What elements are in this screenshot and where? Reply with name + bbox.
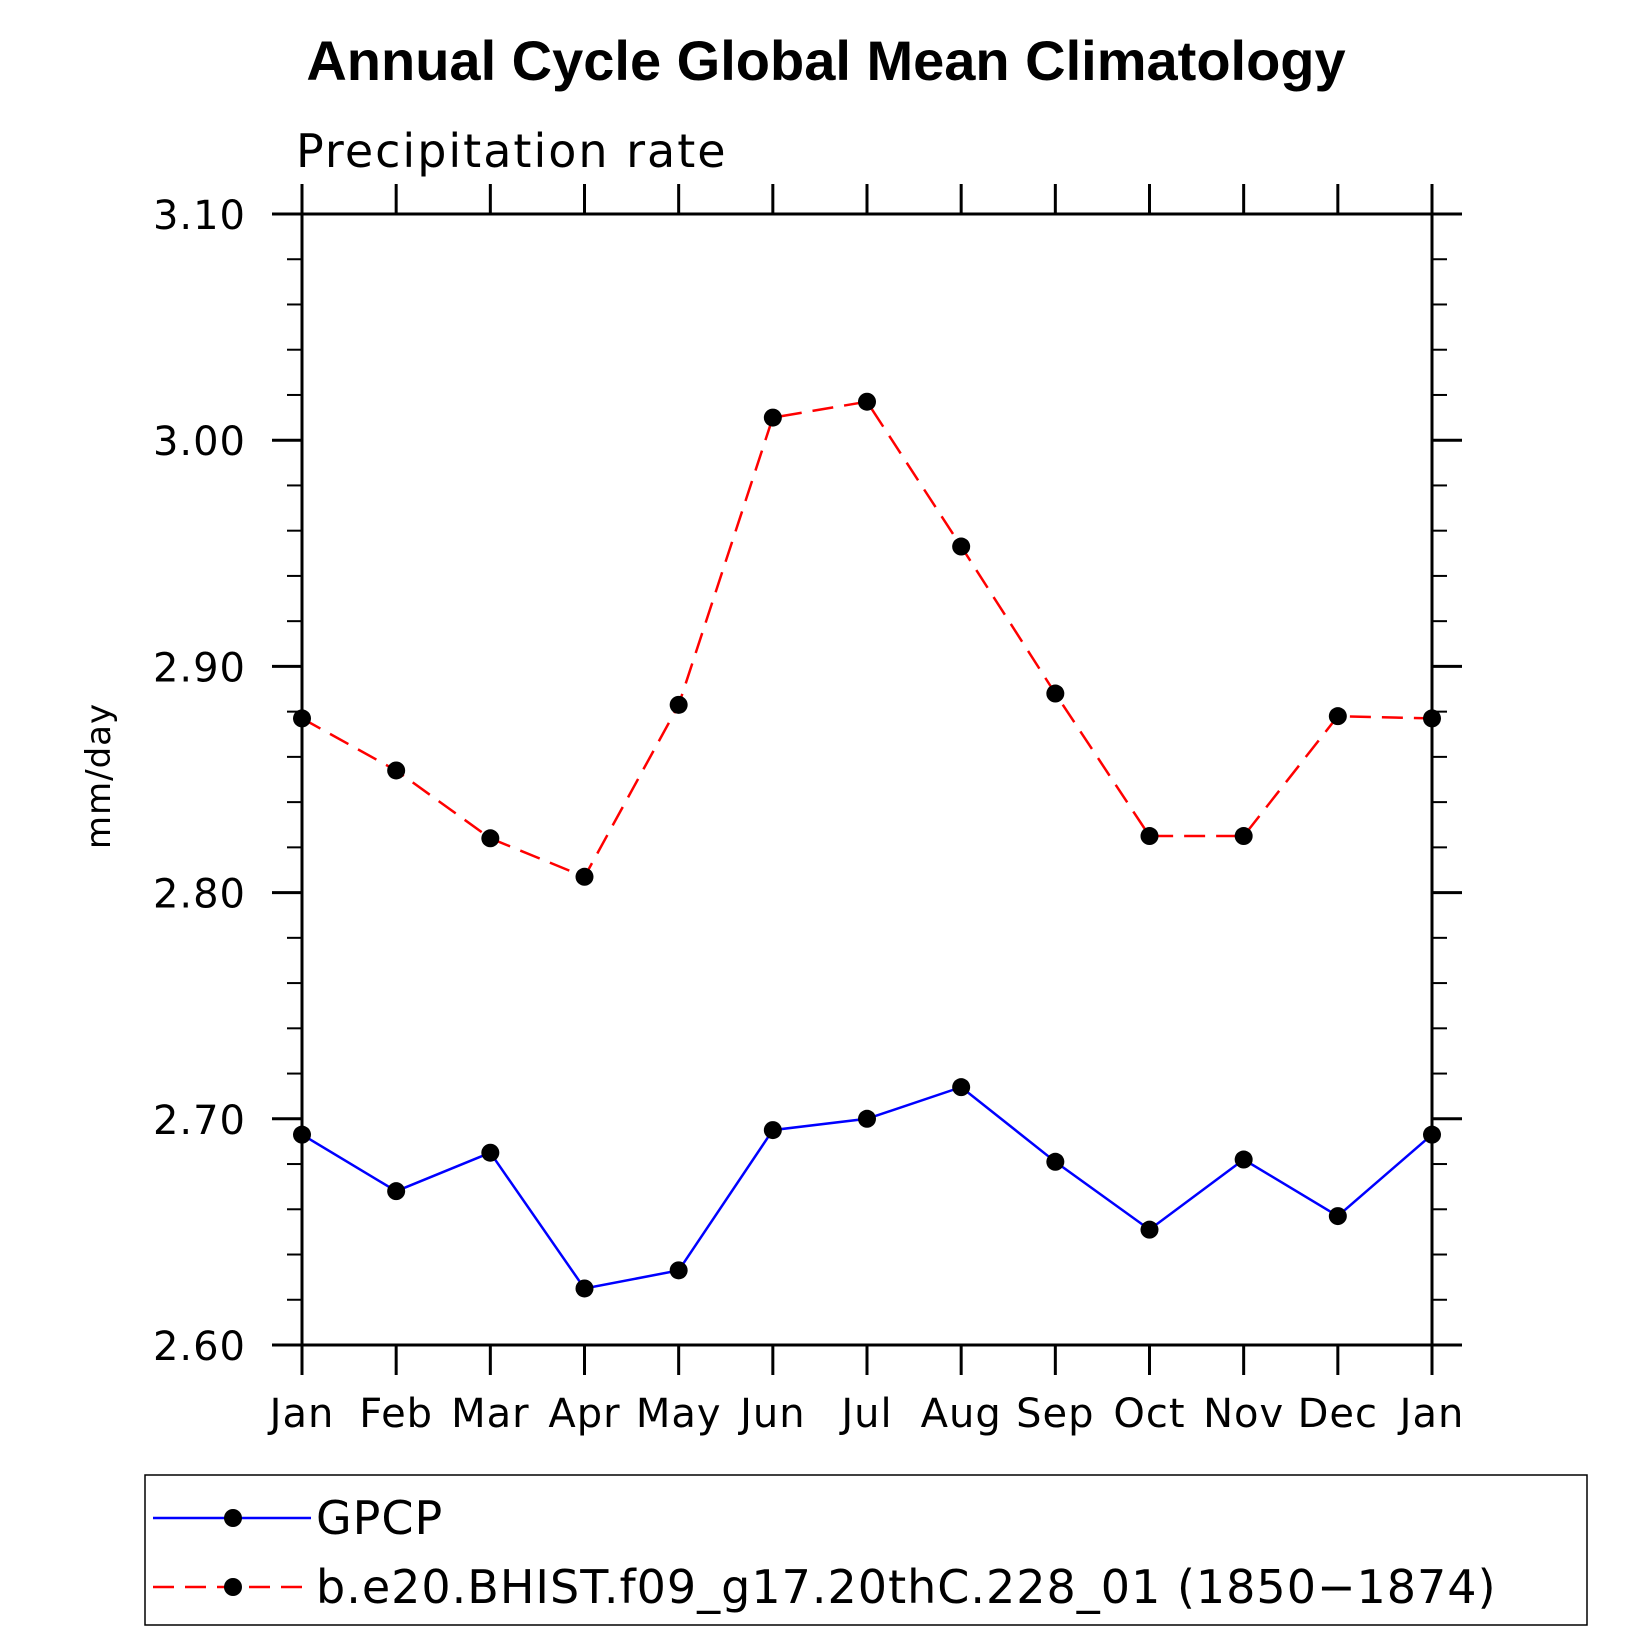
x-tick-label: Jan: [1397, 1391, 1465, 1437]
x-tick-labels: Jan Feb Mar Apr May Jun Jul Aug Sep Oct Nov Dec Jan: [267, 1391, 1465, 1437]
series-point-gpcp: [952, 1078, 971, 1097]
x-tick-label: Mar: [451, 1391, 529, 1437]
series-point-model: [1234, 827, 1253, 846]
x-tick-label: Jan: [267, 1391, 335, 1437]
x-tick-label: May: [636, 1391, 722, 1437]
series-point-model: [387, 761, 406, 780]
series-point-model: [575, 867, 594, 886]
series-point-gpcp: [1046, 1152, 1065, 1171]
series-point-gpcp: [858, 1109, 876, 1128]
series-point-model: [1328, 707, 1347, 726]
series-point-model: [669, 695, 688, 714]
legend-label-gpcp: GPCP: [316, 1491, 443, 1545]
chart-title: Annual Cycle Global Mean Climatology: [306, 29, 1345, 92]
x-tick-label: Jul: [838, 1391, 892, 1437]
legend-box: [144, 1474, 1588, 1626]
series-point-gpcp: [1423, 1125, 1441, 1144]
chart-subtitle: Precipitation rate: [296, 124, 728, 178]
series-point-gpcp: [293, 1125, 311, 1144]
series-point-gpcp: [387, 1182, 406, 1201]
y-axis-label: mm/day: [79, 703, 119, 849]
y-tick-labels: 2.60 2.70 2.80 2.90 3.00 3.10: [153, 193, 246, 1370]
series-point-model: [1423, 709, 1441, 728]
y-tick-label: 2.80: [153, 872, 246, 918]
x-tick-label: Aug: [921, 1391, 1002, 1437]
legend-marker-gpcp: [224, 1509, 242, 1527]
series-point-model: [1140, 827, 1159, 846]
y-tick-label: 3.00: [153, 419, 246, 465]
x-tick-label: Sep: [1016, 1391, 1094, 1437]
legend-label-model: b.e20.BHIST.f09_g17.20thC.228_01 (1850−1…: [316, 1560, 1497, 1614]
series-point-gpcp: [575, 1279, 594, 1298]
y-tick-label: 2.90: [153, 645, 246, 691]
x-tick-label: Nov: [1203, 1391, 1284, 1437]
series-point-gpcp: [763, 1121, 782, 1140]
axis-ticks: [272, 184, 1462, 1375]
plot-area-frame: [300, 212, 1434, 1347]
series-point-gpcp: [669, 1261, 688, 1280]
x-tick-label: Apr: [548, 1391, 620, 1437]
x-tick-label: Jun: [737, 1391, 806, 1437]
series-point-gpcp: [481, 1143, 500, 1162]
series-point-model: [763, 408, 782, 427]
x-tick-label: Dec: [1298, 1391, 1378, 1437]
series-point-model: [952, 537, 971, 556]
series-point-model: [481, 829, 500, 848]
series-point-gpcp: [1140, 1220, 1159, 1239]
legend: GPCP b.e20.BHIST.f09_g17.20thC.228_01 (1…: [144, 1474, 1588, 1626]
series-point-gpcp: [1328, 1207, 1347, 1226]
y-tick-label: 2.70: [153, 1098, 246, 1144]
y-tick-label: 2.60: [153, 1324, 246, 1370]
series-point-model: [858, 392, 876, 411]
x-tick-label: Feb: [359, 1391, 433, 1437]
series-line-model: [301, 400, 1433, 879]
legend-marker-model: [224, 1578, 242, 1596]
series-point-gpcp: [1234, 1150, 1253, 1169]
series-point-model: [293, 709, 311, 728]
y-tick-label: 3.10: [153, 193, 246, 239]
series-point-model: [1046, 684, 1065, 703]
x-tick-label: Oct: [1113, 1391, 1185, 1437]
series-layer: [293, 392, 1441, 1298]
